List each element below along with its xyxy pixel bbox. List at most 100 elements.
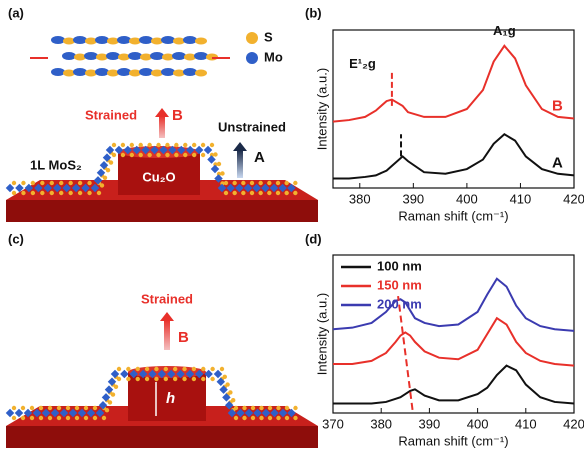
- s-atom: [40, 191, 44, 195]
- figure: (a) (c) (b) (d) Cu₂O1L MoS₂StrainedBUnst…: [0, 0, 584, 468]
- s-atom: [293, 181, 297, 185]
- s-atom: [174, 153, 178, 157]
- s-atom: [259, 406, 263, 410]
- s-atom: [164, 377, 168, 381]
- s-atom: [145, 367, 149, 371]
- s-atom: [50, 181, 54, 185]
- s-atom: [164, 367, 168, 371]
- plot-frame: [333, 255, 574, 413]
- plot-frame: [333, 30, 574, 188]
- s-atom: [210, 143, 214, 147]
- s-atom: [126, 377, 130, 381]
- s-atom: [109, 160, 113, 164]
- s-atom: [147, 153, 151, 157]
- s-atom: [151, 38, 163, 45]
- mo-atom: [84, 52, 98, 60]
- s-atom: [293, 416, 297, 420]
- mo-atom: [51, 36, 65, 44]
- mo-atom: [172, 52, 186, 60]
- s-atom: [201, 143, 205, 147]
- s-atom: [12, 416, 16, 420]
- s-atom: [139, 143, 143, 147]
- s-atom: [63, 70, 75, 77]
- s-atom: [285, 406, 289, 410]
- arrow-head: [160, 312, 174, 321]
- s-atom: [228, 390, 232, 394]
- mo-atom: [6, 409, 14, 417]
- s-atom: [93, 416, 97, 420]
- s-atom: [293, 406, 297, 410]
- s-atom: [267, 181, 271, 185]
- s-atom: [276, 181, 280, 185]
- legend-text: 100 nm: [377, 258, 422, 273]
- s-atom: [93, 406, 97, 410]
- s-atom: [210, 367, 214, 371]
- s-atom: [75, 416, 79, 420]
- mo-atom: [73, 68, 87, 76]
- s-atom: [184, 54, 196, 61]
- s-atom: [192, 367, 196, 371]
- mo-atom: [211, 165, 219, 173]
- s-atom: [57, 416, 61, 420]
- s-atom: [48, 406, 52, 410]
- x-tick-label: 380: [349, 191, 371, 206]
- s-atom: [114, 385, 118, 389]
- s-atom: [210, 377, 214, 381]
- strained-label: Strained: [141, 291, 193, 306]
- series-label: A: [552, 154, 563, 171]
- s-atom: [78, 181, 82, 185]
- mo-atom: [183, 36, 197, 44]
- mo-atom: [73, 36, 87, 44]
- s-atom: [117, 377, 121, 381]
- s-atom: [165, 143, 169, 147]
- panel-label: (d): [305, 231, 322, 246]
- s-atom: [50, 191, 54, 195]
- s-atom: [234, 406, 238, 410]
- s-atom: [232, 181, 236, 185]
- s-atom: [276, 191, 280, 195]
- mo-atom: [128, 52, 142, 60]
- s-atom: [156, 143, 160, 147]
- s-atom: [68, 181, 72, 185]
- x-tick-label: 410: [510, 191, 532, 206]
- trend-line: [398, 296, 412, 410]
- mo-atom: [207, 155, 215, 163]
- panel-label: (b): [305, 5, 322, 20]
- s-atom: [57, 406, 61, 410]
- s-atom: [21, 191, 25, 195]
- s-atom: [147, 143, 151, 147]
- s-atom: [85, 70, 97, 77]
- s-atom: [224, 181, 228, 185]
- s-atom: [195, 70, 207, 77]
- s-atom: [129, 70, 141, 77]
- s-atom: [112, 143, 116, 147]
- s-atom: [276, 416, 280, 420]
- s-atom: [259, 416, 263, 420]
- s-atom: [129, 38, 141, 45]
- x-tick-label: 410: [515, 416, 537, 431]
- s-atom: [121, 153, 125, 157]
- unstrained-label: Unstrained: [218, 119, 286, 134]
- s-atom: [241, 181, 245, 185]
- s-atom: [151, 70, 163, 77]
- s-atom: [242, 416, 246, 420]
- s-atom: [192, 377, 196, 381]
- s-atom: [154, 377, 158, 381]
- height-label: h: [166, 390, 175, 407]
- s-atom: [66, 406, 70, 410]
- s-atom: [39, 416, 43, 420]
- s-atom: [267, 191, 271, 195]
- legend-text: S: [264, 29, 273, 44]
- s-atom: [87, 181, 91, 185]
- s-atom: [12, 406, 16, 410]
- s-atom: [182, 367, 186, 371]
- s-atom: [140, 54, 152, 61]
- s-atom: [21, 416, 25, 420]
- state-label: A: [254, 149, 265, 166]
- x-axis-label: Raman shift (cm⁻¹): [398, 433, 508, 448]
- s-atom: [223, 375, 227, 379]
- x-tick-label: 420: [563, 191, 584, 206]
- mo-atom: [117, 36, 131, 44]
- series-label: B: [552, 97, 563, 114]
- s-atom: [30, 416, 34, 420]
